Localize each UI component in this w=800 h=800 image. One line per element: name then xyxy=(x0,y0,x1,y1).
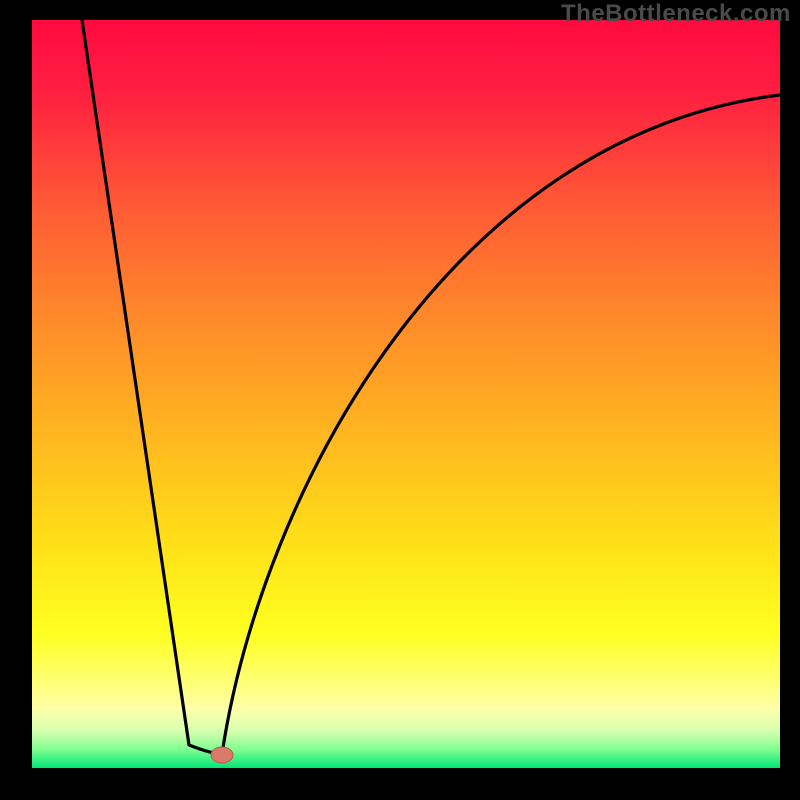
minimum-marker xyxy=(211,747,233,763)
watermark-text: TheBottleneck.com xyxy=(561,0,791,28)
gradient-background xyxy=(32,20,780,768)
bottleneck-chart xyxy=(0,0,800,800)
